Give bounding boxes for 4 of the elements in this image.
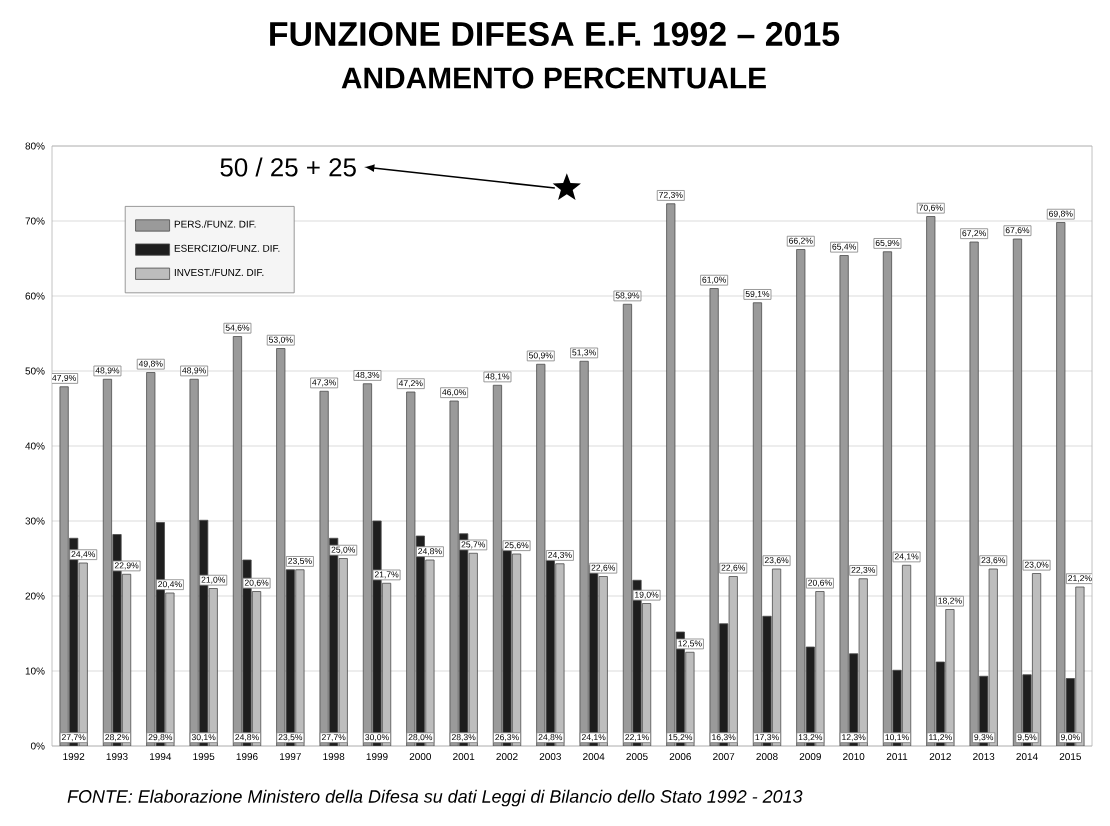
source-note: FONTE: Elaborazione Ministero della Difesa su dati Leggi di Bilancio dello Stato 1992 - 2013 [67,789,803,807]
chart-title: FUNZIONE DIFESA E.F. 1992 – 2015 [270,21,840,46]
chart-subtitle: ANDAMENTO PERCENTUALE [341,67,766,89]
annotation: 50 / 25 + 25 [220,157,356,177]
